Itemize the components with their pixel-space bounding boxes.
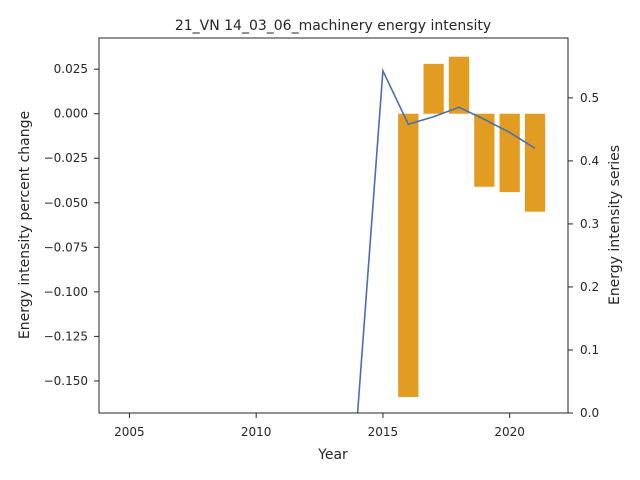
y-tick-label: −0.100 xyxy=(44,285,88,299)
right-y-axis-label: Energy intensity series xyxy=(607,145,623,305)
x-tick-label: 2005 xyxy=(114,425,145,439)
y2-tick-label: 0.0 xyxy=(580,406,599,420)
y-tick-label: −0.150 xyxy=(44,374,88,388)
right-y-axis: 0.0 0.1 0.2 0.3 0.4 0.5 xyxy=(568,91,599,420)
y2-tick-label: 0.4 xyxy=(580,154,599,168)
y2-tick-label: 0.5 xyxy=(580,91,599,105)
y2-tick-label: 0.1 xyxy=(580,343,599,357)
line-series xyxy=(356,67,536,414)
y2-tick-label: 0.2 xyxy=(580,280,599,294)
bar-2018 xyxy=(448,56,470,114)
y-tick-label: −0.125 xyxy=(44,329,88,343)
bar-2017 xyxy=(423,63,444,114)
y-tick-label: 0.000 xyxy=(54,107,88,121)
y-tick-label: −0.025 xyxy=(44,151,88,165)
x-axis-label: Year xyxy=(317,447,348,463)
x-axis: 2005 2010 2015 2020 xyxy=(114,413,525,439)
bar-2019 xyxy=(474,113,495,187)
x-tick-label: 2015 xyxy=(368,425,399,439)
left-y-axis: 0.025 0.000 −0.025 −0.050 −0.075 −0.100 −0.125… xyxy=(44,62,99,388)
x-tick-label: 2010 xyxy=(241,425,272,439)
plot-frame xyxy=(98,37,569,414)
bar-2016 xyxy=(398,113,419,397)
left-y-axis-label: Energy intensity percent change xyxy=(17,111,33,339)
bar-2020 xyxy=(499,113,520,193)
y-tick-label: 0.025 xyxy=(54,62,88,76)
bar-2021 xyxy=(524,113,546,212)
y-tick-label: −0.050 xyxy=(44,196,88,210)
chart-title: 21_VN 14_03_06_machinery energy intensit… xyxy=(175,18,491,34)
bar-series xyxy=(398,56,546,397)
y-tick-label: −0.075 xyxy=(44,240,88,254)
y2-tick-label: 0.3 xyxy=(580,217,599,231)
energy-intensity-series-line xyxy=(356,67,536,414)
x-tick-label: 2020 xyxy=(494,425,525,439)
